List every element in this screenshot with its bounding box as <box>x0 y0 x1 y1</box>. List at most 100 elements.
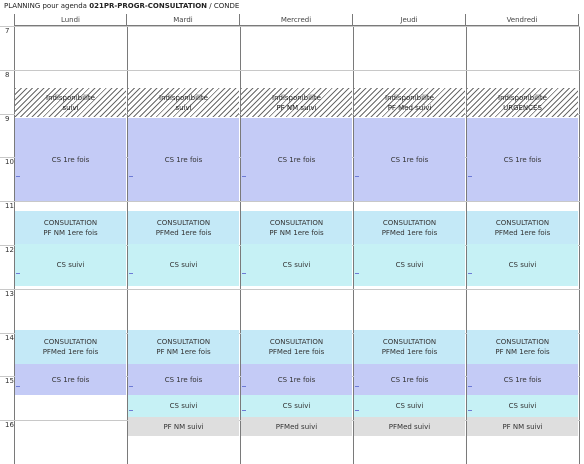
appointment-consultation[interactable]: CONSULTATION PF NM 1ere fois <box>128 330 239 364</box>
appointment-label: Indisponibilite <box>385 93 434 102</box>
appointment-cs-1re-fois[interactable]: CS 1re fois <box>15 118 126 201</box>
appointment-label: PF NM 1ere fois <box>156 348 211 356</box>
appointment-cs-suivi[interactable]: CS suivi <box>354 395 465 417</box>
appointment-cs-suivi[interactable]: CS suivi <box>128 395 239 417</box>
hour-line <box>0 333 14 334</box>
appointment-label: CS suivi <box>508 261 537 269</box>
appointment-consultation[interactable]: CONSULTATION PF NM 1ere fois <box>467 330 578 364</box>
slot-marker <box>16 176 20 177</box>
appointment-label: PFMed 1ere fois <box>494 228 551 237</box>
appointment-cs-1re-fois[interactable]: CS 1re fois <box>354 364 465 395</box>
appointment-cs-1re-fois[interactable]: CS 1re fois <box>467 364 578 395</box>
appointment-consultation[interactable]: CONSULTATION PFMed 1ere fois <box>354 211 465 244</box>
hour-label-7: 7 <box>5 27 10 35</box>
appointment-cs-suivi[interactable]: CS suivi <box>354 244 465 286</box>
appointment-cs-1re-fois[interactable]: CS 1re fois <box>128 118 239 201</box>
slot-marker <box>355 176 359 177</box>
appointment-cs-suivi[interactable]: CS suivi <box>467 395 578 417</box>
appointment-consultation[interactable]: CONSULTATION PFMed 1ere fois <box>15 330 126 364</box>
day-header-vendredi: Vendredi <box>466 14 579 26</box>
appointment-label: CONSULTATION <box>495 218 550 227</box>
appointment-cs-suivi[interactable]: CS suivi <box>15 244 126 286</box>
appointment-label: CONSULTATION <box>156 338 211 346</box>
appointment-label: CONSULTATION <box>269 338 324 346</box>
slot-marker <box>355 273 359 274</box>
appointment-label: CS suivi <box>282 402 311 410</box>
appointment-cs-1re-fois[interactable]: CS 1re fois <box>467 118 578 201</box>
appointment-indisponibilite[interactable]: Indisponibilite PF Med suivi <box>354 88 465 117</box>
appointment-indisponibilite[interactable]: Indisponibilite URGENCES <box>467 88 578 117</box>
appointment-cs-suivi[interactable]: CS suivi <box>241 395 352 417</box>
appointment-indisponibilite[interactable]: Indisponibilite PF NM suivi <box>241 88 352 117</box>
hour-label-12: 12 <box>5 246 14 254</box>
title-prefix: PLANNING pour agenda <box>4 2 90 10</box>
appointment-cs-1re-fois[interactable]: CS 1re fois <box>128 364 239 395</box>
appointment-label: PFMed 1ere fois <box>155 228 212 237</box>
slot-marker <box>468 273 472 274</box>
slot-marker <box>129 410 133 411</box>
page-title: PLANNING pour agenda 021PR-PROGR-CONSULT… <box>4 2 239 10</box>
appointment-label: URGENCES <box>503 103 542 112</box>
hour-gridline <box>14 289 580 290</box>
appointment-pf-suivi[interactable]: PFMed suivi <box>241 417 352 436</box>
day-header-lundi: Lundi <box>14 14 127 26</box>
appointment-label: suivi <box>175 103 192 112</box>
appointment-cs-suivi[interactable]: CS suivi <box>467 244 578 286</box>
hour-line <box>0 376 14 377</box>
appointment-label: PF NM 1ere fois <box>43 228 98 237</box>
appointment-pf-suivi[interactable]: PF NM suivi <box>128 417 239 436</box>
day-header-row: Lundi Mardi Mercredi Jeudi Vendredi <box>14 14 580 26</box>
appointment-consultation[interactable]: CONSULTATION PFMed 1ere fois <box>128 211 239 244</box>
slot-marker <box>468 176 472 177</box>
appointment-label: CONSULTATION <box>382 218 437 227</box>
slot-marker <box>355 410 359 411</box>
appointment-label: CONSULTATION <box>269 218 324 227</box>
appointment-label: PFMed 1ere fois <box>42 348 99 356</box>
appointment-label: CS suivi <box>169 261 198 269</box>
appointment-cs-1re-fois[interactable]: CS 1re fois <box>241 364 352 395</box>
appointment-consultation[interactable]: CONSULTATION PFMed 1ere fois <box>241 330 352 364</box>
slot-marker <box>242 176 246 177</box>
appointment-label: CS 1re fois <box>51 155 90 164</box>
hour-gridline <box>14 201 580 202</box>
day-header-mardi: Mardi <box>127 14 240 26</box>
title-suffix: / CONDE <box>207 2 240 10</box>
appointment-cs-1re-fois[interactable]: CS 1re fois <box>15 364 126 395</box>
appointment-label: Indisponibilite <box>498 93 547 102</box>
appointment-pf-suivi[interactable]: PFMed suivi <box>354 417 465 436</box>
hour-line <box>0 26 14 27</box>
hour-line <box>0 114 14 115</box>
appointment-label: CONSULTATION <box>495 338 550 346</box>
appointment-label: CS 1re fois <box>503 155 542 164</box>
hour-label-16: 16 <box>5 421 14 429</box>
slot-marker <box>16 273 20 274</box>
appointment-label: CS 1re fois <box>51 375 90 384</box>
appointment-label: CS 1re fois <box>390 375 429 384</box>
appointment-cs-suivi[interactable]: CS suivi <box>128 244 239 286</box>
appointment-cs-1re-fois[interactable]: CS 1re fois <box>354 118 465 201</box>
appointment-cs-suivi[interactable]: CS suivi <box>241 244 352 286</box>
appointment-cs-1re-fois[interactable]: CS 1re fois <box>241 118 352 201</box>
appointment-indisponibilite[interactable]: Indisponibilite suivi <box>128 88 239 117</box>
appointment-pf-suivi[interactable]: PF NM suivi <box>467 417 578 436</box>
hour-gridline <box>14 26 580 27</box>
appointment-indisponibilite[interactable]: Indisponibilite suivi <box>15 88 126 117</box>
calendar-grid: Indisponibilite suivi Indisponibilite suivi… <box>14 26 580 464</box>
appointment-label: CS 1re fois <box>390 155 429 164</box>
appointment-label: Indisponibilite <box>272 93 321 102</box>
appointment-consultation[interactable]: CONSULTATION PF NM 1ere fois <box>15 211 126 244</box>
day-header-mercredi: Mercredi <box>240 14 353 26</box>
appointment-label: PF Med suivi <box>387 103 432 112</box>
appointment-consultation[interactable]: CONSULTATION PF NM 1ere fois <box>241 211 352 244</box>
appointment-label: PFMed suivi <box>275 422 318 431</box>
appointment-label: CONSULTATION <box>156 218 211 227</box>
appointment-label: CS suivi <box>395 261 424 269</box>
slot-marker <box>242 273 246 274</box>
appointment-consultation[interactable]: CONSULTATION PFMed 1ere fois <box>354 330 465 364</box>
appointment-label: CS suivi <box>282 261 311 269</box>
appointment-label: Indisponibilite <box>46 93 95 102</box>
appointment-label: CS 1re fois <box>503 375 542 384</box>
appointment-consultation[interactable]: CONSULTATION PFMed 1ere fois <box>467 211 578 244</box>
slot-marker <box>129 273 133 274</box>
appointment-label: CS 1re fois <box>277 375 316 384</box>
